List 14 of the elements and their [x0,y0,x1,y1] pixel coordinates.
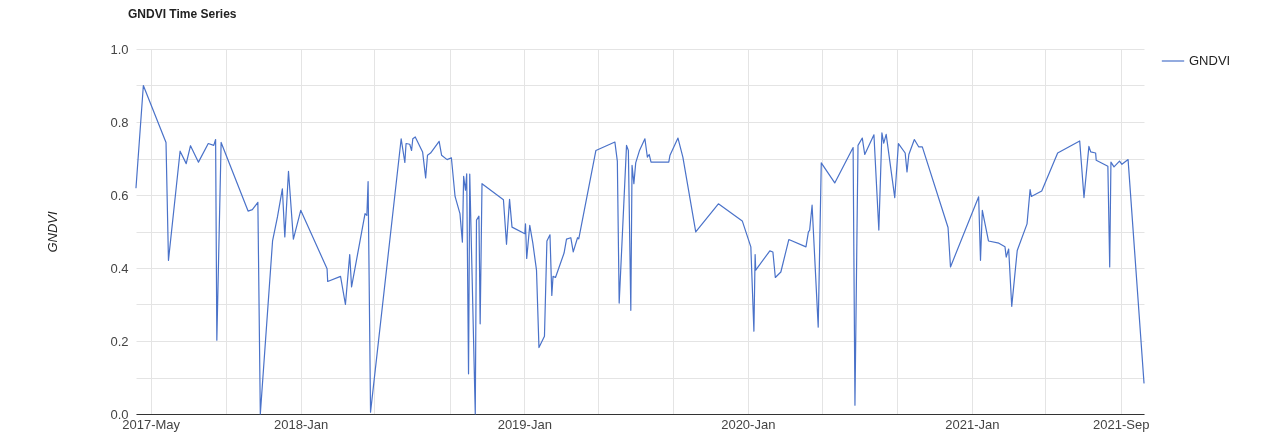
y-tick-label: 0.8 [110,114,129,130]
x-tick-label: 2021-Jan [945,416,1000,432]
x-tick-label: 2019-Jan [497,416,552,432]
y-tick-label: 0.2 [110,333,129,349]
chart-title: GNDVI Time Series [128,7,237,21]
x-tick-label: 2020-Jan [721,416,776,432]
y-tick-label: 0.6 [110,187,129,203]
line-series [135,84,1145,415]
x-tick-label: 2021-Sep [1093,416,1150,432]
y-tick-label: 0.4 [110,260,129,276]
x-tick-label: 2018-Jan [274,416,329,432]
legend-label: GNDVI [1189,53,1231,68]
y-axis-title: GNDVI [45,211,61,253]
y-tick-label: 1.0 [110,41,129,57]
